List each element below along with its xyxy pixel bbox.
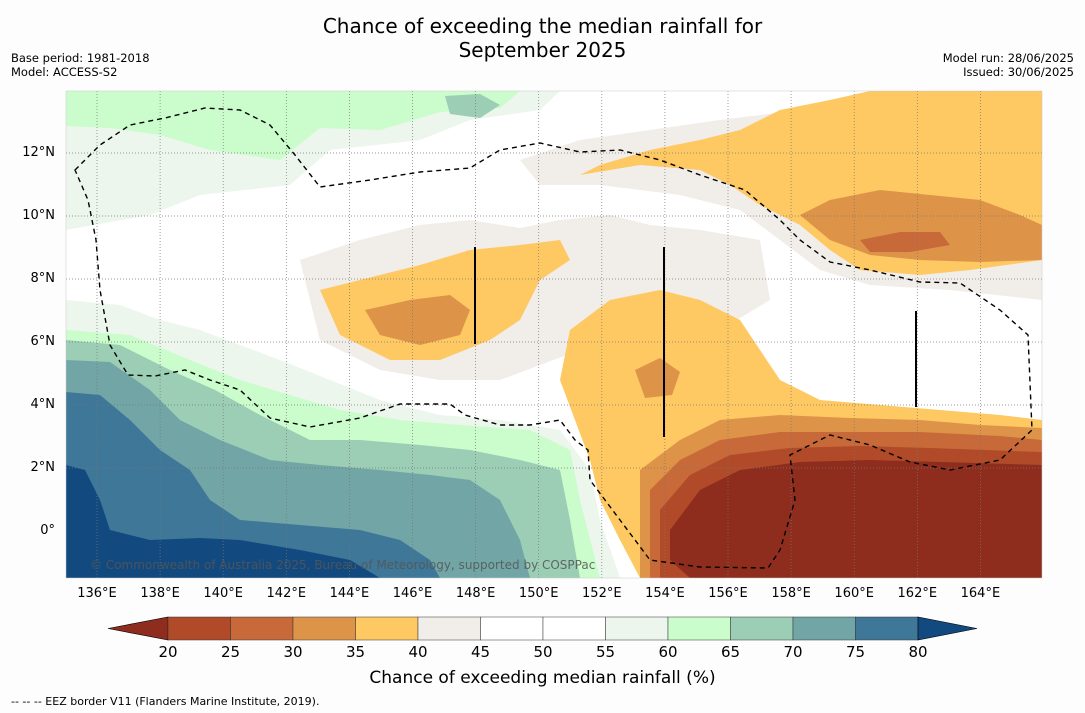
colorbar-segment bbox=[667, 616, 731, 641]
lat-tick-label: 8°N bbox=[30, 271, 56, 286]
region-mint-nw bbox=[66, 91, 520, 160]
colorbar-tick-label: 60 bbox=[658, 643, 678, 661]
region-orange-central bbox=[365, 295, 470, 345]
lon-tick-label: 150°E bbox=[518, 586, 559, 601]
colorbar-tick-label: 20 bbox=[158, 643, 178, 661]
colorbar-segment bbox=[417, 616, 481, 641]
lat-tick-label: 2°N bbox=[30, 460, 56, 475]
lon-tick-label: 154°E bbox=[645, 586, 685, 601]
region-navy-sw bbox=[66, 465, 380, 578]
colorbar-segment bbox=[730, 616, 794, 641]
colorbar-segment bbox=[542, 616, 606, 641]
colorbar-arrow-right bbox=[917, 616, 978, 641]
lon-tick-label: 138°E bbox=[140, 586, 180, 601]
lon-tick-label: 158°E bbox=[771, 586, 811, 601]
lon-tick-label: 148°E bbox=[455, 586, 496, 601]
colorbar-tick-label: 75 bbox=[845, 643, 866, 661]
region-darkred-se bbox=[670, 460, 1042, 578]
graticule bbox=[66, 91, 1042, 578]
colorbar-tick-label: 50 bbox=[533, 643, 553, 661]
colorbar-tick-label: 25 bbox=[220, 643, 241, 661]
region-red-east bbox=[860, 232, 950, 252]
lon-tick-label: 146°E bbox=[392, 586, 433, 601]
eez-border bbox=[74, 107, 1033, 569]
colorbar-tick-label: 70 bbox=[783, 643, 803, 661]
region-teal-patch-n bbox=[445, 94, 500, 118]
colorbar bbox=[107, 616, 978, 641]
colorbar-tick-label: 30 bbox=[283, 643, 303, 661]
lat-tick-label: 6°N bbox=[30, 334, 56, 349]
colorbar-tick-label: 35 bbox=[345, 643, 366, 661]
colorbar-segment bbox=[230, 616, 294, 641]
colorbar-tick-label: 40 bbox=[408, 643, 428, 661]
colorbar-arrow-left bbox=[107, 616, 169, 641]
map-frame bbox=[65, 90, 1043, 579]
lon-tick-label: 144°E bbox=[329, 586, 370, 601]
colorbar-segment bbox=[292, 616, 356, 641]
lat-tick-label: 4°N bbox=[30, 397, 56, 412]
lat-tick-label: 12°N bbox=[22, 145, 55, 160]
colorbar-segment bbox=[605, 616, 669, 641]
colorbar-tick-label: 80 bbox=[908, 643, 928, 661]
credit-text: © Commonwealth of Australia 2025, Bureau… bbox=[90, 558, 596, 572]
issued-date: Issued: 30/06/2025 bbox=[963, 65, 1074, 79]
region-teal-dark bbox=[66, 392, 440, 578]
lon-tick-label: 140°E bbox=[203, 586, 243, 601]
model-name: Model: ACCESS-S2 bbox=[11, 65, 118, 79]
lon-tick-label: 152°E bbox=[582, 586, 622, 601]
lat-tick-label: 0° bbox=[40, 523, 55, 538]
title-line-2: September 2025 bbox=[458, 38, 627, 62]
region-orange-east bbox=[800, 190, 1042, 262]
meta-right: Model run: 28/06/2025 Issued: 30/06/2025 bbox=[943, 51, 1074, 79]
lon-tick-label: 142°E bbox=[266, 586, 307, 601]
colorbar-tick-label: 45 bbox=[470, 643, 491, 661]
region-orange-patch bbox=[635, 358, 680, 398]
lon-tick-label: 162°E bbox=[897, 586, 938, 601]
colorbar-title: Chance of exceeding median rainfall (%) bbox=[369, 668, 716, 688]
colorbar-segment bbox=[792, 616, 856, 641]
model-run: Model run: 28/06/2025 bbox=[942, 51, 1074, 65]
title-line-1: Chance of exceeding the median rainfall … bbox=[322, 14, 763, 38]
colorbar-segment bbox=[355, 616, 419, 641]
chart-title: Chance of exceeding the median rainfall … bbox=[0, 14, 1085, 62]
map-field bbox=[66, 91, 1042, 578]
meta-left: Base period: 1981-2018 Model: ACCESS-S2 bbox=[11, 51, 150, 79]
colorbar-segment bbox=[855, 616, 919, 641]
colorbar-segment bbox=[480, 616, 544, 641]
colorbar-tick-label: 55 bbox=[595, 643, 616, 661]
eez-footnote: -- -- -- EEZ border V11 (Flanders Marine… bbox=[11, 695, 320, 708]
lat-tick-label: 10°N bbox=[22, 208, 55, 223]
lon-tick-label: 160°E bbox=[834, 586, 874, 601]
lon-tick-label: 156°E bbox=[708, 586, 748, 601]
colorbar-segment bbox=[167, 616, 231, 641]
lon-tick-label: 136°E bbox=[77, 586, 117, 601]
base-period: Base period: 1981-2018 bbox=[11, 51, 150, 65]
lon-tick-label: 164°E bbox=[960, 586, 1001, 601]
colorbar-tick-label: 65 bbox=[720, 643, 741, 661]
